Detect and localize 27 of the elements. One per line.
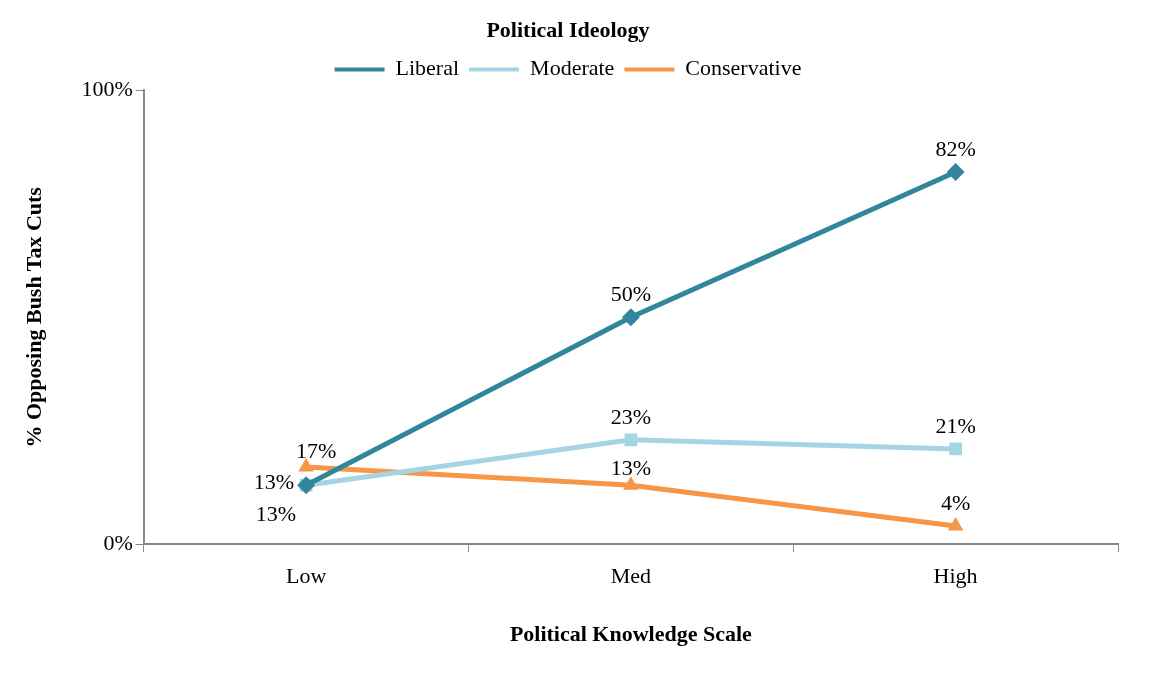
data-label: 4% bbox=[940, 489, 971, 515]
point bbox=[623, 476, 639, 490]
legend-title: Political Ideology bbox=[486, 16, 650, 42]
data-label: 50% bbox=[610, 281, 652, 307]
x-tick-label: Med bbox=[610, 563, 652, 589]
point bbox=[947, 517, 964, 531]
data-label: 23% bbox=[610, 403, 652, 429]
legend-label: Liberal bbox=[395, 55, 460, 81]
x-axis-title: Political Knowledge Scale bbox=[509, 621, 753, 647]
point bbox=[624, 433, 638, 447]
data-label: 13% bbox=[255, 500, 297, 526]
data-label: 82% bbox=[935, 135, 976, 161]
point bbox=[949, 442, 962, 456]
legend-label: Moderate bbox=[530, 55, 615, 81]
legend-label: Conservative bbox=[685, 55, 802, 81]
x-tick-label: Low bbox=[285, 563, 327, 589]
data-label: 13% bbox=[610, 454, 652, 480]
x-tick-label: High bbox=[933, 563, 978, 589]
point bbox=[298, 458, 314, 472]
data-label: 21% bbox=[935, 412, 976, 438]
point bbox=[621, 308, 640, 327]
data-label: 13% bbox=[253, 468, 295, 494]
y-tick-label: 0% bbox=[103, 529, 133, 555]
point bbox=[946, 163, 965, 182]
data-label: 17% bbox=[295, 437, 337, 463]
y-tick-label: 100% bbox=[81, 76, 133, 102]
y-axis-title: % Opposing Bush Tax Cuts bbox=[20, 186, 46, 448]
